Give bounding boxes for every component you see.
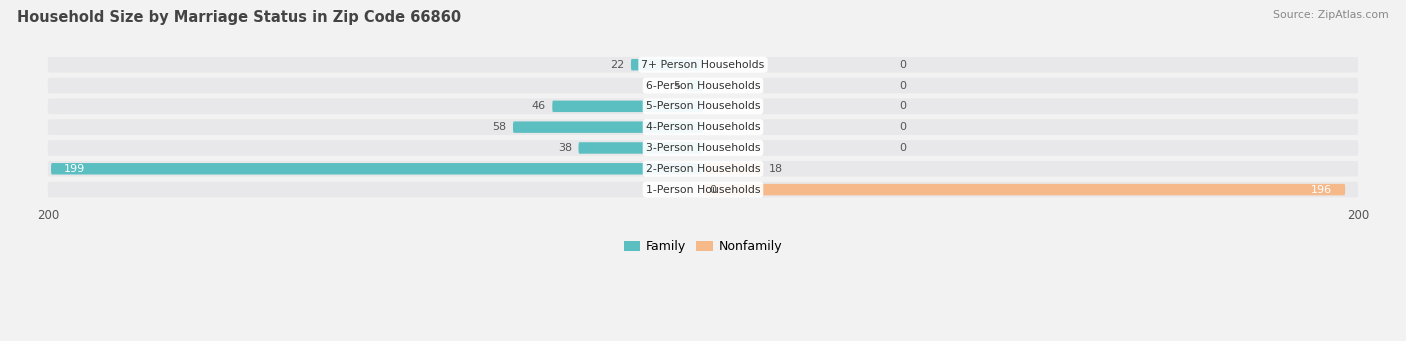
FancyBboxPatch shape	[553, 101, 703, 112]
FancyBboxPatch shape	[48, 119, 1358, 135]
Text: 38: 38	[558, 143, 572, 153]
FancyBboxPatch shape	[631, 59, 703, 71]
Text: 5-Person Households: 5-Person Households	[645, 101, 761, 111]
FancyBboxPatch shape	[48, 99, 1358, 114]
FancyBboxPatch shape	[686, 80, 703, 91]
Text: 2-Person Households: 2-Person Households	[645, 164, 761, 174]
FancyBboxPatch shape	[51, 163, 703, 175]
FancyBboxPatch shape	[48, 78, 1358, 93]
Text: 0: 0	[900, 60, 907, 70]
Legend: Family, Nonfamily: Family, Nonfamily	[619, 235, 787, 258]
FancyBboxPatch shape	[48, 140, 1358, 156]
Text: 1-Person Households: 1-Person Households	[645, 184, 761, 195]
FancyBboxPatch shape	[513, 121, 703, 133]
FancyBboxPatch shape	[703, 163, 762, 175]
Text: 0: 0	[900, 101, 907, 111]
Text: 3-Person Households: 3-Person Households	[645, 143, 761, 153]
Text: 46: 46	[531, 101, 546, 111]
Text: 0: 0	[900, 143, 907, 153]
Text: Source: ZipAtlas.com: Source: ZipAtlas.com	[1274, 10, 1389, 20]
Text: 58: 58	[492, 122, 506, 132]
Text: 199: 199	[65, 164, 86, 174]
FancyBboxPatch shape	[578, 142, 703, 154]
Text: 5: 5	[673, 80, 681, 90]
Text: 7+ Person Households: 7+ Person Households	[641, 60, 765, 70]
Text: 4-Person Households: 4-Person Households	[645, 122, 761, 132]
Text: 0: 0	[900, 122, 907, 132]
FancyBboxPatch shape	[48, 57, 1358, 73]
Text: 6-Person Households: 6-Person Households	[645, 80, 761, 90]
FancyBboxPatch shape	[48, 182, 1358, 197]
Text: 0: 0	[710, 184, 717, 195]
Text: 22: 22	[610, 60, 624, 70]
FancyBboxPatch shape	[703, 184, 1346, 195]
Text: 0: 0	[900, 80, 907, 90]
Text: 18: 18	[769, 164, 783, 174]
Text: Household Size by Marriage Status in Zip Code 66860: Household Size by Marriage Status in Zip…	[17, 10, 461, 25]
Text: 196: 196	[1310, 184, 1331, 195]
FancyBboxPatch shape	[48, 161, 1358, 177]
